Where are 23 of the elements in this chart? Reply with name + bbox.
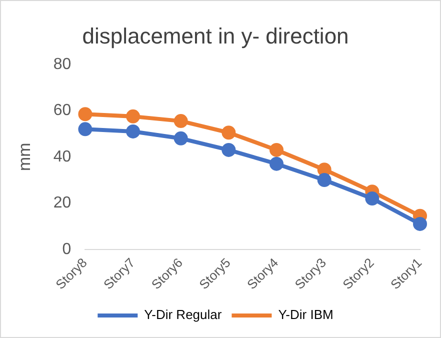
- point: [126, 124, 140, 138]
- point: [413, 216, 427, 231]
- y-tick-label: 80: [53, 56, 72, 73]
- point: [126, 109, 140, 124]
- point: [222, 142, 236, 157]
- point: [317, 162, 332, 177]
- y-tick-label: 40: [53, 148, 72, 166]
- y-tick-label: 20: [53, 194, 72, 212]
- point: [270, 142, 284, 157]
- y-tick-label: 0: [62, 240, 72, 258]
- point: [174, 131, 188, 146]
- point: [78, 107, 92, 122]
- point: [365, 192, 380, 206]
- y-axis-title: mm: [14, 142, 34, 172]
- legend-label: Y-Dir IBM: [278, 307, 334, 322]
- point: [78, 122, 92, 136]
- chart-title: displacement in y- direction: [82, 23, 349, 48]
- point: [317, 173, 332, 188]
- point: [270, 156, 284, 171]
- y-tick-label: 60: [53, 102, 72, 120]
- point: [222, 126, 236, 140]
- legend-label: Y-Dir Regular: [144, 307, 222, 322]
- point: [174, 114, 188, 128]
